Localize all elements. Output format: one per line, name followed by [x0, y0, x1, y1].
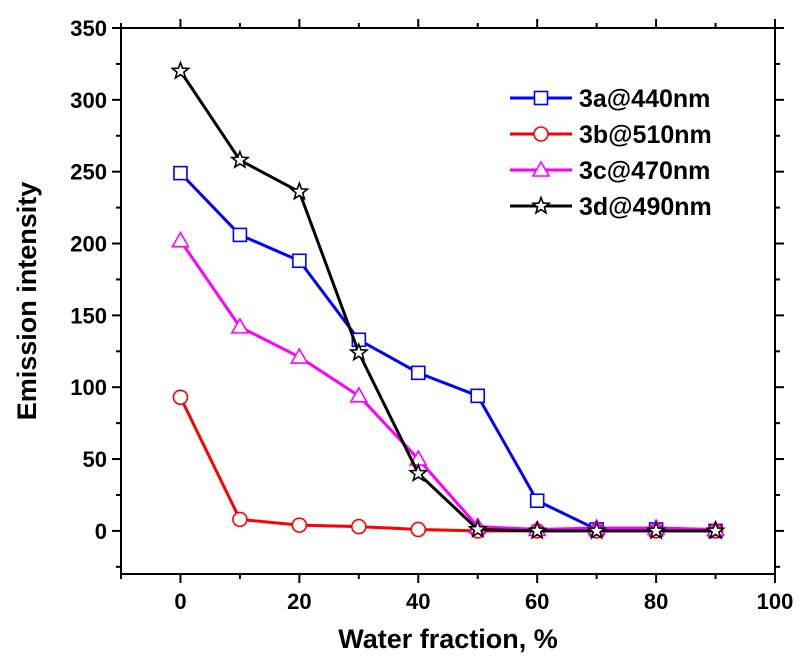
legend-marker [530, 195, 552, 215]
x-axis-title: Water fraction, % [338, 624, 558, 654]
series-line [179, 239, 716, 531]
data-point [232, 511, 248, 528]
x-tick-label: 40 [406, 589, 430, 614]
data-point [645, 520, 667, 540]
legend-item: 3d@490nm [510, 193, 712, 221]
data-point [289, 347, 309, 364]
data-point [410, 365, 426, 381]
data-point [586, 520, 607, 540]
data-point [349, 386, 369, 403]
y-tick-label: 0 [95, 519, 107, 544]
data-point [289, 181, 310, 201]
data-point [171, 231, 190, 248]
data-point [529, 493, 545, 509]
legend-label: 3a@440nm [579, 85, 710, 113]
data-point [172, 389, 189, 406]
data-point [705, 520, 726, 540]
series-3a@440nm [173, 165, 723, 539]
data-point [229, 149, 251, 169]
data-point [232, 227, 248, 243]
series-3d@490nm [170, 60, 726, 540]
data-point [348, 341, 370, 362]
data-point [170, 60, 191, 80]
series-layer [170, 60, 726, 540]
x-tick-label: 0 [174, 589, 186, 614]
x-tick-label: 20 [287, 589, 311, 614]
legend: 3a@440nm 3b@510nm 3c@470nm 3d@490nm [510, 85, 712, 221]
plot-frame [120, 27, 776, 575]
data-point [470, 388, 486, 404]
x-axis-ticks: 0 20 40 60 80 100 [120, 19, 794, 614]
data-point [410, 521, 427, 538]
data-point [292, 253, 307, 269]
y-tick-label: 100 [70, 375, 107, 400]
y-tick-label: 150 [70, 303, 107, 328]
y-tick-label: 200 [70, 232, 107, 257]
y-tick-label: 350 [70, 16, 107, 41]
x-tick-label: 100 [757, 589, 794, 614]
legend-item: 3b@510nm [510, 121, 712, 149]
series-line [179, 70, 716, 533]
data-point [467, 518, 488, 539]
data-point [526, 520, 548, 540]
y-tick-label: 50 [83, 447, 107, 472]
y-axis-ticks: 0 50 100 150 200 250 300 350 [70, 16, 784, 568]
legend-label: 3b@510nm [579, 121, 712, 149]
legend-marker [533, 126, 549, 142]
y-tick-label: 250 [70, 160, 107, 185]
data-point [351, 518, 367, 535]
data-point [230, 317, 250, 334]
data-point [408, 462, 429, 483]
legend-item: 3a@440nm [510, 85, 710, 113]
data-point [291, 517, 308, 533]
legend-marker [531, 160, 551, 177]
series-line [179, 396, 716, 533]
legend-marker [533, 90, 549, 106]
series-line [179, 172, 716, 533]
x-tick-label: 80 [644, 589, 668, 614]
legend-label: 3c@470nm [579, 157, 710, 185]
legend-label: 3d@490nm [579, 193, 712, 221]
series-3b@510nm [172, 389, 724, 539]
data-point [173, 165, 188, 181]
legend-item: 3c@470nm [510, 157, 710, 185]
x-tick-label: 60 [525, 589, 549, 614]
y-axis-title: Emission intensity [12, 182, 42, 421]
y-tick-label: 300 [70, 88, 107, 113]
